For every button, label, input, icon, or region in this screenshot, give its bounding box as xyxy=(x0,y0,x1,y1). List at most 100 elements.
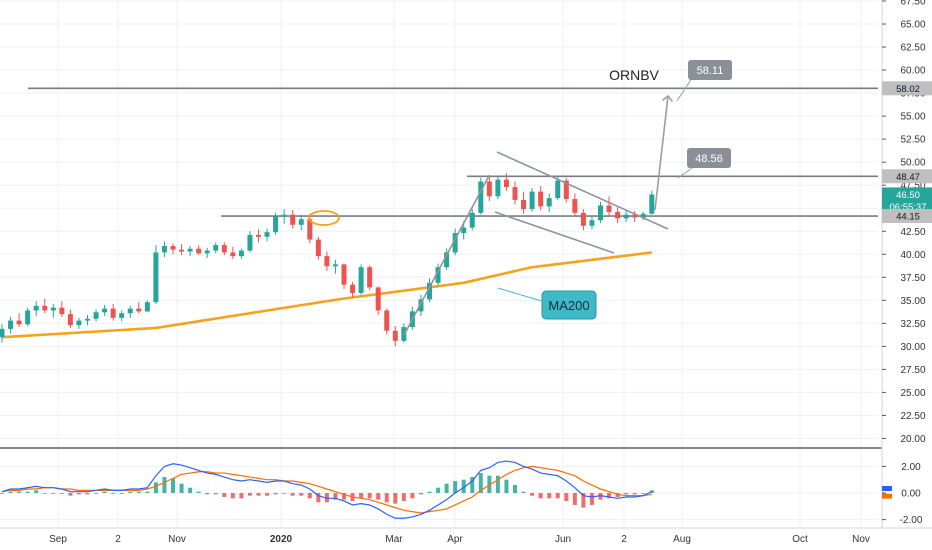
macd-histogram-bar xyxy=(589,493,594,505)
price-tick-label: 30.00 xyxy=(900,342,925,353)
candle-body xyxy=(375,287,381,311)
macd-histogram-bar xyxy=(42,493,47,494)
price-tick-label: 62.50 xyxy=(900,43,925,54)
price-tick-label: 22.50 xyxy=(900,411,925,422)
macd-histogram-bar xyxy=(581,493,586,508)
candle-body xyxy=(350,284,356,293)
price-tag-label: 58.02 xyxy=(896,84,920,95)
macd-histogram-bar xyxy=(453,481,458,493)
candle-body xyxy=(529,191,535,210)
price-tick-label: 47.50 xyxy=(900,181,925,192)
macd-histogram-bar xyxy=(111,493,116,494)
candle-body xyxy=(555,180,561,199)
candle-body xyxy=(170,245,176,250)
candle-body xyxy=(546,198,552,207)
macd-histogram-bar xyxy=(85,493,90,495)
price-tick-label: 25.00 xyxy=(900,388,925,399)
candle-body xyxy=(85,318,90,321)
candle-body xyxy=(16,320,22,325)
candle-body xyxy=(572,199,578,213)
macd-histogram-bar xyxy=(359,493,364,499)
candle-body xyxy=(119,313,125,318)
candle-body xyxy=(580,212,586,226)
macd-histogram-bar xyxy=(307,493,312,499)
target-value-low: 48.56 xyxy=(695,153,723,165)
target-callout-high xyxy=(688,60,732,80)
macd-histogram-bar xyxy=(495,475,500,493)
candle-body xyxy=(33,305,39,311)
candle-body xyxy=(187,248,193,252)
candle-body xyxy=(161,245,167,253)
macd-histogram-bar xyxy=(615,493,620,497)
macd-histogram-bar xyxy=(324,493,329,503)
macd-histogram-bar xyxy=(564,493,569,501)
candle-body xyxy=(93,312,99,319)
macd-histogram-bar xyxy=(538,493,543,499)
candle-body xyxy=(153,252,159,303)
price-tick-label: 40.00 xyxy=(900,250,925,261)
price-tick-label: 27.50 xyxy=(900,365,925,376)
candle-body xyxy=(213,245,219,251)
candle-body xyxy=(238,250,244,257)
macd-histogram-bar xyxy=(632,493,637,495)
target-value-high: 58.11 xyxy=(697,65,724,77)
macd-histogram-bar xyxy=(393,493,398,504)
macd-histogram-bar xyxy=(624,493,629,495)
macd-histogram-bar xyxy=(102,491,107,493)
price-tick-label: 65.00 xyxy=(900,20,925,31)
candle-body xyxy=(435,267,441,283)
macd-histogram-bar xyxy=(649,490,654,493)
macd-histogram-bar xyxy=(179,483,184,493)
candle-body xyxy=(392,330,398,341)
macd-histogram-bar xyxy=(470,477,475,493)
drawing-under-layer xyxy=(1,87,878,339)
time-tick-label: Mar xyxy=(385,534,403,545)
macd-tick-label: -2.00 xyxy=(900,515,923,526)
candle-body xyxy=(110,308,116,318)
price-tag xyxy=(882,169,932,184)
macd-histogram-bar xyxy=(641,493,646,494)
macd-histogram-bar xyxy=(145,491,150,493)
macd-value-tag xyxy=(882,486,892,492)
candle-body xyxy=(341,264,347,285)
callout-pointer-high xyxy=(676,77,693,102)
time-tick-label: 2020 xyxy=(270,534,293,545)
macd-histogram-bar xyxy=(598,493,603,500)
price-tag-label: 44.15 xyxy=(896,212,920,223)
candle-body xyxy=(640,213,646,218)
candle-body xyxy=(42,305,48,311)
candle-body xyxy=(67,314,73,326)
candle-body xyxy=(127,308,133,314)
candle-body xyxy=(298,219,304,225)
candle-body xyxy=(102,308,108,313)
candle-body xyxy=(204,250,210,254)
macd-histogram-bar xyxy=(8,491,13,493)
candle-body xyxy=(367,267,373,288)
macd-histogram-bar xyxy=(230,493,235,499)
candle-body xyxy=(50,307,56,311)
macd-histogram-bar xyxy=(196,491,201,493)
candle-body xyxy=(281,214,287,217)
flagpole-line xyxy=(403,174,491,336)
time-tick-label: Nov xyxy=(852,534,870,545)
macd-histogram-bar xyxy=(68,493,73,496)
macd-histogram-bar xyxy=(94,493,99,494)
macd-histogram-bar xyxy=(316,493,321,503)
candle-body xyxy=(230,252,236,257)
macd-histogram-bar xyxy=(162,477,167,493)
macd-histogram-bar xyxy=(555,493,560,499)
candle-body xyxy=(332,264,338,267)
price-tick-label: 67.50 xyxy=(900,0,925,8)
candle-body xyxy=(503,179,509,188)
candle-body xyxy=(25,310,31,325)
candle-body xyxy=(461,227,467,234)
time-tick-label: Nov xyxy=(168,534,186,545)
time-tick-label: Jun xyxy=(555,534,571,545)
macd-tick-label: 0.00 xyxy=(901,489,921,500)
macd-histogram-bar xyxy=(299,493,304,496)
macd-histogram-bar xyxy=(410,493,415,499)
macd-histogram-bar xyxy=(17,491,22,493)
price-tag-label: 46.50 xyxy=(896,190,920,201)
macd-histogram-bar xyxy=(436,487,441,493)
